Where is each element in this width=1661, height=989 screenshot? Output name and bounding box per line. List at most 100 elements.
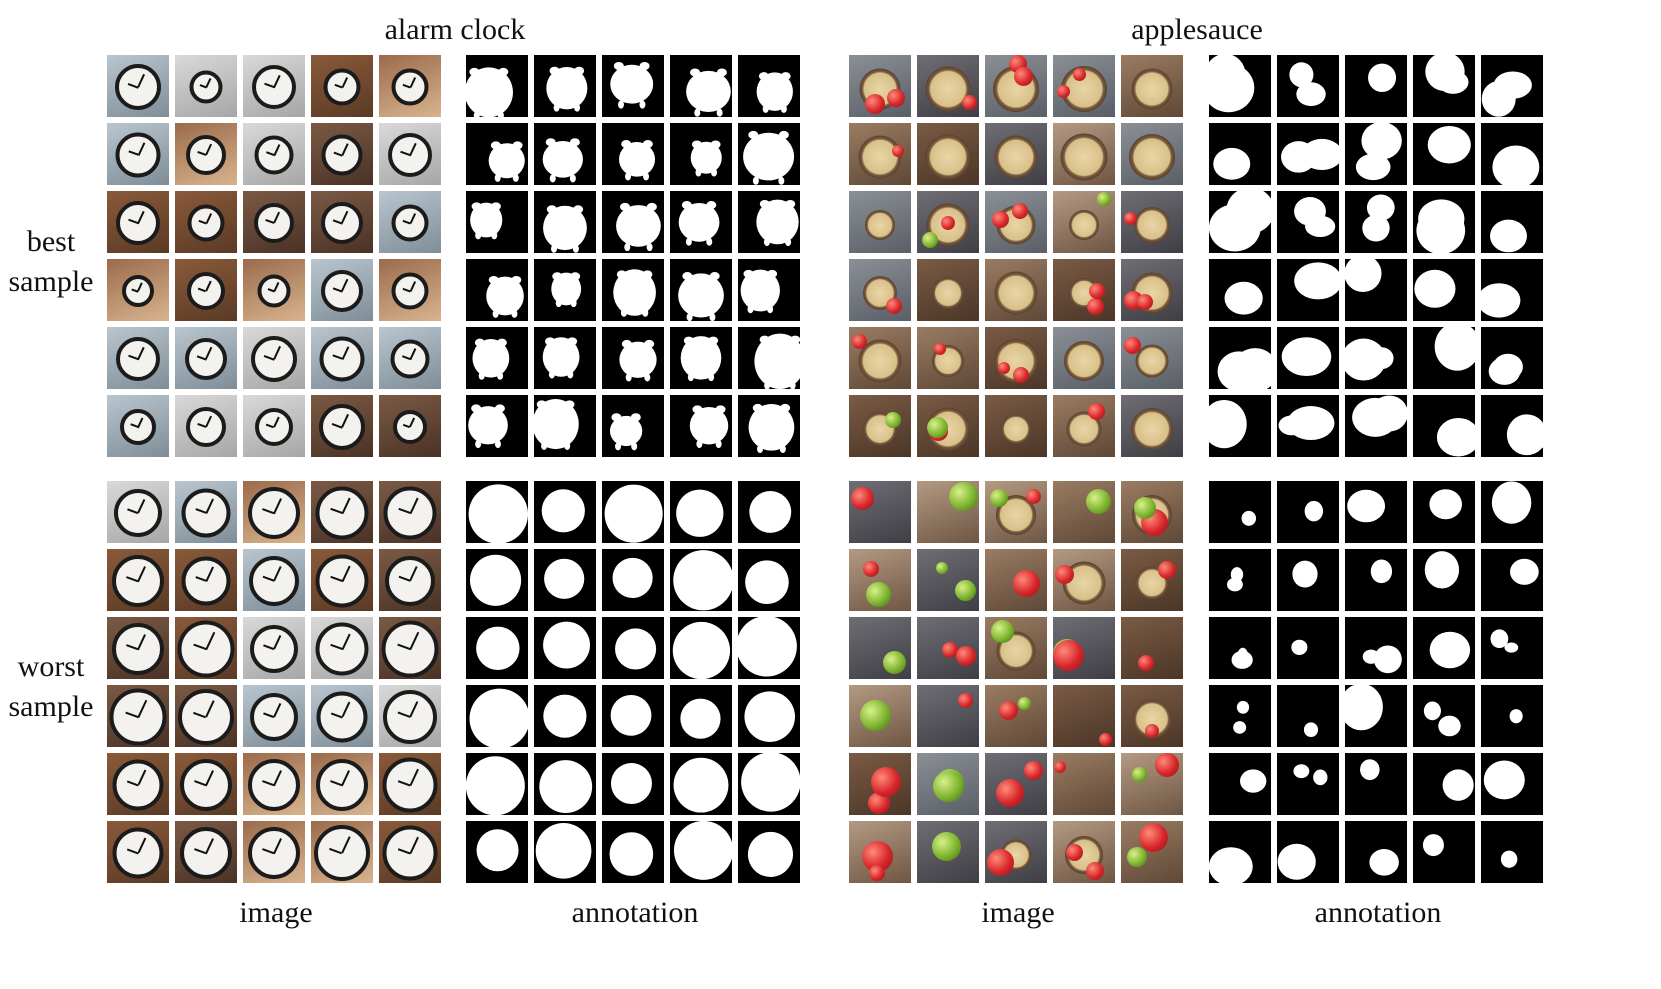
mask-blob	[752, 403, 763, 412]
apple-icon	[883, 651, 906, 674]
clock-face-icon	[250, 625, 298, 674]
annotation-mask-tile	[466, 753, 528, 815]
segmentation-mask-shape	[676, 489, 724, 537]
sample-image-tile	[379, 753, 441, 815]
annotation-mask-tile	[1277, 617, 1339, 679]
bowl-icon	[865, 210, 895, 241]
sample-image-tile	[379, 191, 441, 253]
annotation-mask-tile	[534, 259, 596, 321]
clock-face-icon	[393, 410, 427, 445]
mask-blob	[512, 141, 523, 150]
segmentation-mask-shape	[1423, 701, 1461, 737]
clock-face-icon	[181, 556, 231, 606]
mask-blob	[1232, 348, 1271, 389]
annotation-mask-tile	[534, 327, 596, 389]
annotation-mask-tile	[738, 191, 800, 253]
annotation-mask-tile	[534, 685, 596, 747]
segmentation-mask-shape	[1422, 834, 1444, 857]
segmentation-mask-shape	[686, 68, 731, 117]
mask-blob	[1278, 415, 1305, 436]
annotation-mask-tile	[738, 395, 800, 457]
segmentation-mask-shape	[469, 554, 522, 606]
segmentation-mask-shape	[609, 413, 643, 451]
mask-blob	[1414, 269, 1456, 308]
apple-icon	[1139, 823, 1168, 852]
column-label-image-right: image	[981, 896, 1055, 929]
sample-image-tile	[311, 549, 373, 611]
mask-blob	[476, 626, 520, 671]
sample-image-tile	[311, 821, 373, 883]
mask-blob	[494, 173, 501, 182]
mask-blob	[1233, 721, 1247, 734]
apple-icon	[934, 343, 946, 355]
mask-blob	[686, 70, 731, 113]
mask-blob	[778, 176, 785, 185]
mask-blob	[716, 68, 727, 77]
sample-image-tile	[379, 123, 441, 185]
apple-icon	[998, 362, 1010, 374]
mask-blob	[466, 67, 513, 117]
apple-icon	[933, 771, 964, 802]
mask-blob	[466, 756, 525, 815]
mask-blob	[625, 373, 632, 382]
mask-blob	[762, 104, 769, 113]
clock-face-icon	[315, 486, 369, 540]
mask-blob	[764, 381, 771, 389]
sample-image-tile	[1121, 821, 1183, 883]
annotation-mask-tile	[1481, 821, 1543, 883]
mask-blob	[695, 168, 702, 177]
clock-face-icon	[115, 64, 161, 111]
segmentation-mask-shape	[1209, 847, 1253, 883]
annotation-mask-tile	[602, 821, 664, 883]
mask-blob	[767, 269, 778, 278]
segmentation-mask-shape	[1368, 63, 1397, 93]
mask-blob	[643, 172, 650, 181]
mask-blob	[1291, 639, 1308, 655]
segmentation-mask-shape	[610, 763, 652, 805]
annotation-mask-tile	[1413, 481, 1475, 543]
sample-image-tile	[107, 55, 169, 117]
sample-image-tile	[917, 549, 979, 611]
mask-blob	[472, 338, 510, 378]
segmentation-mask-shape	[673, 550, 732, 611]
annotation-mask-tile	[466, 821, 528, 883]
segmentation-mask-shape	[619, 140, 656, 181]
mask-blob	[631, 442, 638, 451]
segmentation-mask-shape	[1241, 510, 1257, 526]
apple-icon	[1073, 68, 1086, 81]
mask-blob	[716, 108, 723, 117]
annotation-mask-tile	[1209, 395, 1271, 457]
sample-image-tile	[1121, 395, 1183, 457]
sample-image-tile	[1053, 55, 1115, 117]
annotation-mask-tile	[1209, 191, 1271, 253]
mask-blob	[642, 140, 653, 149]
annotation-mask-tile	[1345, 617, 1407, 679]
apple-icon	[863, 561, 879, 577]
apple-icon	[962, 95, 977, 110]
clock-face-icon	[116, 337, 160, 382]
mask-blob	[609, 832, 654, 876]
segmentation-mask-shape	[673, 821, 732, 880]
mask-blob	[615, 628, 657, 670]
annotation-mask-tile	[1277, 753, 1339, 815]
mask-blob	[1233, 855, 1244, 872]
annotation-mask-tile	[1209, 549, 1271, 611]
segmentation-mask-shape	[1429, 489, 1462, 520]
apple-icon	[871, 767, 901, 797]
sample-image-tile	[175, 617, 237, 679]
sample-image-tile	[849, 685, 911, 747]
apple-icon	[865, 94, 885, 114]
annotation-mask-tile	[534, 549, 596, 611]
clock-face-icon	[186, 407, 226, 448]
mask-blob	[550, 244, 557, 253]
mask-blob	[541, 441, 548, 450]
mask-blob	[1442, 769, 1474, 801]
sample-image-tile	[243, 549, 305, 611]
mask-blob	[743, 269, 754, 278]
apple-icon	[1012, 203, 1028, 219]
annotation-mask-tile	[1345, 821, 1407, 883]
sample-image-tile	[311, 685, 373, 747]
segmentation-mask-shape	[1303, 722, 1319, 738]
sample-image-tile	[175, 327, 237, 389]
apple-icon	[949, 482, 978, 511]
